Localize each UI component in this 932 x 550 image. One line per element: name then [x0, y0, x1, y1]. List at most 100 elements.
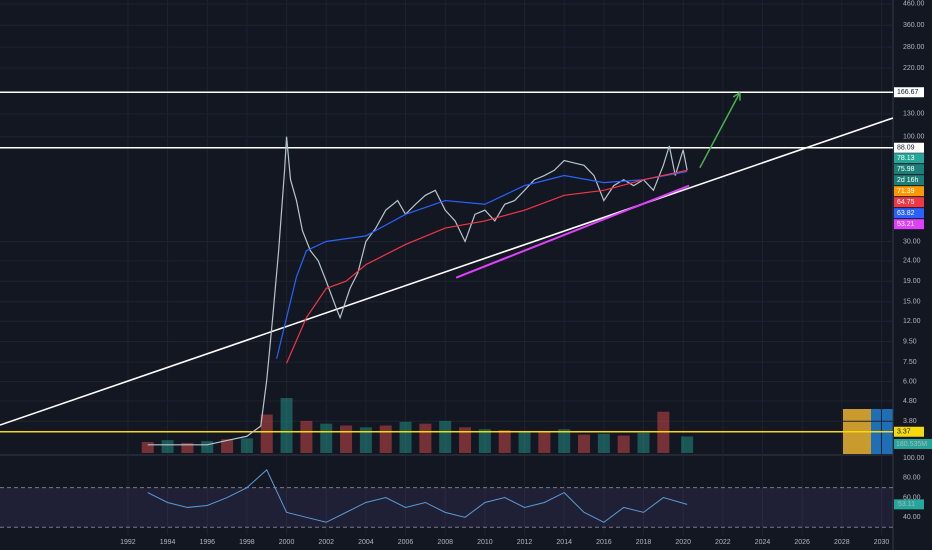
x-tick-label: 2020	[675, 539, 691, 546]
arrow-head	[732, 91, 741, 101]
volume-bar	[419, 423, 432, 453]
rsi-tick-label: 80.00	[903, 475, 921, 482]
volume-bar	[221, 439, 234, 453]
volume-bar	[681, 436, 694, 453]
x-tick-label: 2028	[834, 539, 850, 546]
price-label-box	[894, 164, 924, 175]
volume-bar	[478, 429, 491, 453]
volume-bar	[578, 434, 591, 453]
rsi-value-box	[894, 499, 924, 510]
y-tick-label: 4.80	[903, 398, 917, 405]
price-label: 166.67	[897, 89, 919, 96]
volume-bar	[161, 440, 174, 453]
volume-bar	[340, 425, 353, 453]
volume-bar	[201, 441, 214, 453]
x-tick-label: 2008	[437, 539, 453, 546]
price-label: 63.82	[897, 210, 915, 217]
series-line	[286, 169, 688, 364]
price-label-box	[894, 186, 924, 197]
volume-bar	[558, 429, 571, 453]
volume-bar	[260, 414, 273, 453]
volume-bar	[280, 398, 293, 453]
price-label: 88.09	[897, 145, 915, 152]
x-tick-label: 2014	[556, 539, 572, 546]
y-tick-label: 3.80	[903, 418, 917, 425]
y-tick-label: 360.00	[903, 22, 925, 29]
x-tick-label: 1998	[239, 539, 255, 546]
y-tick-label: 19.00	[903, 278, 921, 285]
countdown-label: 2d 16h	[897, 177, 919, 184]
price-label: 71.39	[897, 188, 915, 195]
x-tick-label: 2030	[874, 539, 890, 546]
volume-bar	[597, 433, 610, 453]
rsi-band	[0, 487, 893, 528]
rsi-line	[147, 469, 688, 523]
y-tick-label: 24.00	[903, 258, 921, 265]
volume-value-label: 180.535M	[896, 441, 927, 448]
price-label-box	[894, 219, 924, 230]
volume-bar	[538, 431, 551, 453]
y-tick-label: 30.00	[903, 238, 921, 245]
series-line	[147, 136, 688, 446]
volume-bar	[379, 425, 392, 453]
series-line	[276, 170, 688, 359]
y-tick-label: 220.00	[903, 65, 925, 72]
y-tick-label: 100.00	[903, 134, 925, 141]
price-label: 3.37	[897, 429, 911, 436]
volume-bar	[399, 421, 412, 453]
trend-line	[0, 117, 894, 426]
price-label-box	[894, 153, 924, 164]
price-label: 53.21	[897, 221, 915, 228]
y-tick-label: 130.00	[903, 111, 925, 118]
y-tick-label: 15.00	[903, 299, 921, 306]
volume-bar	[637, 432, 650, 453]
x-tick-label: 1996	[199, 539, 215, 546]
volume-bar	[240, 438, 253, 453]
volume-bar	[359, 427, 372, 453]
x-tick-label: 2004	[358, 539, 374, 546]
x-tick-label: 1994	[160, 539, 176, 546]
x-tick-label: 2010	[477, 539, 493, 546]
y-tick-label: 12.00	[903, 318, 921, 325]
volume-bar	[439, 420, 452, 453]
x-tick-label: 1992	[120, 539, 136, 546]
y-tick-label: 9.50	[903, 338, 917, 345]
x-tick-label: 2006	[398, 539, 414, 546]
price-label-box	[894, 426, 924, 437]
x-tick-label: 2026	[794, 539, 810, 546]
x-tick-label: 2024	[755, 539, 771, 546]
rsi-tick-label: 100.00	[903, 455, 925, 462]
countdown-box	[894, 175, 924, 186]
volume-bar	[141, 442, 154, 453]
x-tick-label: 2012	[517, 539, 533, 546]
x-tick-label: 2022	[715, 539, 731, 546]
price-label: 78.13	[897, 155, 915, 162]
volume-bar	[320, 423, 333, 453]
x-tick-label: 2002	[318, 539, 334, 546]
volume-bar	[498, 430, 511, 453]
volume-bar	[459, 427, 472, 453]
rsi-tick-label: 60.00	[903, 494, 921, 501]
rsi-tick-label: 40.00	[903, 514, 921, 521]
x-tick-label: 2000	[279, 539, 295, 546]
price-label-box	[894, 197, 924, 208]
volume-bar	[300, 420, 313, 453]
grid	[0, 0, 893, 535]
volume-bar	[518, 431, 531, 453]
volume-value-box	[894, 439, 932, 449]
price-label-box	[894, 208, 924, 219]
price-label-box	[894, 142, 924, 153]
y-tick-label: 280.00	[903, 44, 925, 51]
y-tick-label: 460.00	[903, 1, 925, 8]
price-label: 64.75	[897, 199, 915, 206]
support-line	[455, 184, 690, 279]
x-tick-label: 2018	[636, 539, 652, 546]
volume-bar	[181, 442, 194, 453]
volume-bar	[617, 435, 630, 453]
rsi-value-label: 53.11	[898, 501, 915, 508]
price-label-box	[894, 87, 924, 98]
price-label: 75.98	[897, 166, 915, 173]
x-tick-label: 2016	[596, 539, 612, 546]
